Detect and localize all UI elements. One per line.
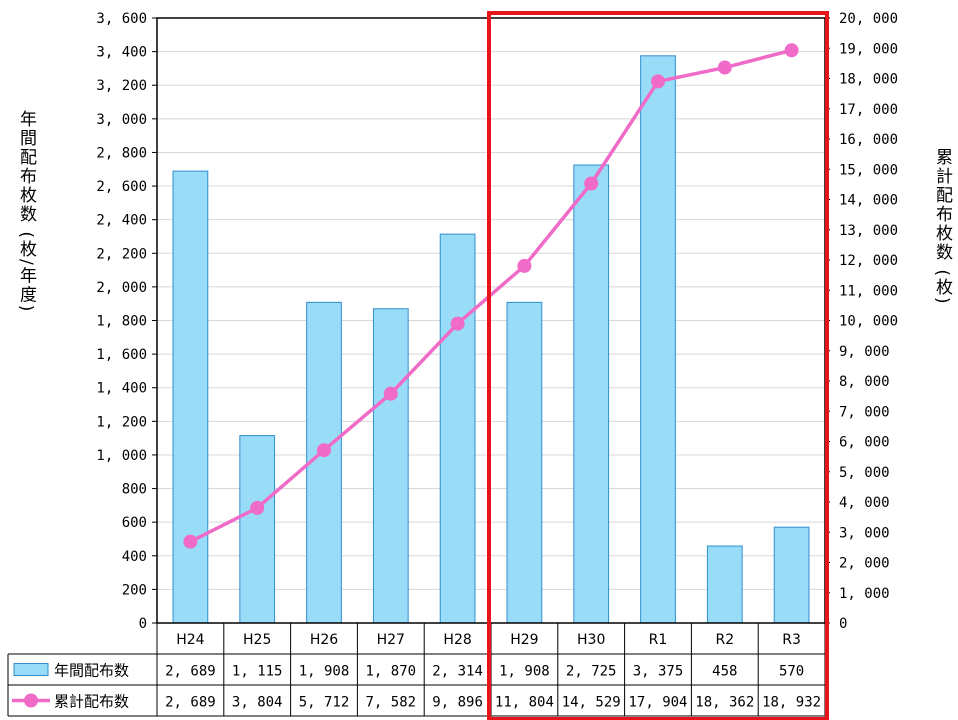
- data-label: 570: [779, 664, 804, 680]
- legend-key-marker: [24, 693, 38, 708]
- category-label: H29: [510, 632, 538, 648]
- left-tick-label: 1, 000: [96, 448, 147, 464]
- right-tick-label: 9, 000: [839, 344, 890, 360]
- left-tick-label: 400: [122, 549, 147, 565]
- data-label: 5, 712: [299, 695, 350, 711]
- data-label: 17, 904: [628, 695, 687, 711]
- data-label: 1, 870: [366, 664, 417, 680]
- legend-key-bar: [13, 663, 49, 676]
- left-tick-label: 1, 200: [96, 414, 147, 430]
- cumulative-point-H25: [250, 500, 265, 515]
- bar-H24: [172, 170, 209, 624]
- cumulative-point-H24: [183, 534, 198, 549]
- category-label: H30: [577, 632, 605, 648]
- legend-label: 累計配布数: [54, 693, 129, 711]
- right-tick-label: 7, 000: [839, 404, 890, 420]
- left-tick-label: 1, 400: [96, 381, 147, 397]
- cumulative-point-H27: [383, 386, 398, 401]
- bar-R3: [773, 526, 810, 624]
- data-label: 3, 375: [633, 664, 684, 680]
- bar-H25: [239, 435, 276, 624]
- right-tick-label: 4, 000: [839, 495, 890, 511]
- bar-H29: [506, 301, 543, 624]
- data-label: 18, 362: [695, 695, 754, 711]
- right-tick-label: 15, 000: [839, 162, 898, 178]
- left-tick-label: 2, 200: [96, 246, 147, 262]
- left-tick-label: 800: [122, 482, 147, 498]
- left-tick-label: 3, 400: [96, 45, 147, 61]
- right-tick-label: 12, 000: [839, 253, 898, 269]
- right-tick-label: 10, 000: [839, 314, 898, 330]
- data-label: 18, 932: [762, 695, 821, 711]
- right-tick-label: 17, 000: [839, 102, 898, 118]
- cumulative-point-R1: [651, 74, 665, 89]
- left-axis-title: 年間配布枚数 (枚/年度): [16, 110, 36, 314]
- data-label: 2, 725: [566, 664, 617, 680]
- right-tick-label: 0: [839, 616, 847, 632]
- left-tick-label: 3, 600: [96, 11, 147, 27]
- right-axis-title: 累計配布枚数 (枚): [932, 148, 952, 306]
- right-tick-label: 5, 000: [839, 465, 890, 481]
- bar-H26: [306, 301, 342, 624]
- right-tick-label: 1, 000: [839, 586, 890, 602]
- cumulative-point-H28: [450, 316, 465, 331]
- data-label: 2, 689: [165, 664, 216, 680]
- right-tick-label: 19, 000: [839, 41, 898, 57]
- right-tick-label: 8, 000: [839, 374, 890, 390]
- category-label: R2: [715, 632, 734, 648]
- cumulative-point-H30: [584, 176, 599, 191]
- category-label: H25: [243, 632, 271, 648]
- legend-label: 年間配布数: [54, 662, 129, 680]
- bar-H28: [439, 233, 476, 624]
- category-label: H27: [377, 632, 405, 648]
- right-tick-label: 20, 000: [839, 11, 898, 27]
- data-label: 1, 115: [232, 664, 283, 680]
- bar-R1: [640, 55, 676, 624]
- left-tick-label: 600: [122, 515, 147, 531]
- category-label: R3: [782, 632, 801, 648]
- data-label: 14, 529: [562, 695, 621, 711]
- left-tick-label: 2, 600: [96, 179, 147, 195]
- right-tick-label: 13, 000: [839, 223, 898, 239]
- data-label: 458: [712, 664, 737, 680]
- left-tick-label: 1, 600: [96, 347, 147, 363]
- data-label: 3, 804: [232, 695, 283, 711]
- category-label: H28: [443, 632, 471, 648]
- right-tick-label: 2, 000: [839, 556, 890, 572]
- data-label: 1, 908: [299, 664, 350, 680]
- data-label: 7, 582: [366, 695, 417, 711]
- right-tick-label: 11, 000: [839, 283, 898, 299]
- right-tick-label: 16, 000: [839, 132, 898, 148]
- right-tick-label: 6, 000: [839, 435, 890, 451]
- left-tick-label: 2, 400: [96, 213, 147, 229]
- category-label: H24: [176, 632, 204, 648]
- cumulative-point-R3: [784, 43, 799, 58]
- data-label: 1, 908: [499, 664, 550, 680]
- right-tick-label: 3, 000: [839, 525, 890, 541]
- left-tick-label: 0: [139, 616, 147, 632]
- category-label: R1: [649, 632, 668, 648]
- data-label: 2, 689: [165, 695, 216, 711]
- cumulative-point-H26: [317, 443, 331, 458]
- data-label: 2, 314: [432, 664, 483, 680]
- left-tick-label: 200: [122, 582, 147, 598]
- left-tick-label: 2, 800: [96, 145, 147, 161]
- bar-R2: [706, 545, 743, 624]
- bar-H30: [573, 164, 610, 624]
- category-label: H26: [310, 632, 338, 648]
- left-tick-label: 3, 200: [96, 78, 147, 94]
- right-tick-label: 18, 000: [839, 72, 898, 88]
- cumulative-point-R2: [717, 60, 732, 75]
- left-tick-label: 1, 800: [96, 314, 147, 330]
- cumulative-point-H29: [517, 258, 532, 273]
- highlight-box: [487, 11, 829, 720]
- left-tick-label: 3, 000: [96, 112, 147, 128]
- right-tick-label: 14, 000: [839, 193, 898, 209]
- left-tick-label: 2, 000: [96, 280, 147, 296]
- data-label: 11, 804: [495, 695, 554, 711]
- data-label: 9, 896: [432, 695, 483, 711]
- bar-H27: [372, 308, 409, 624]
